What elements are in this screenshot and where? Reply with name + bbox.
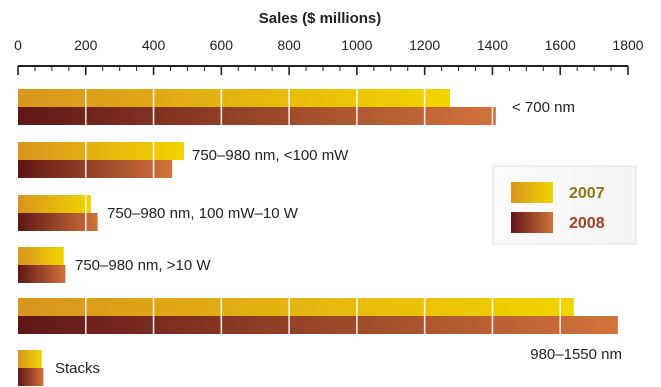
bar-2008: [18, 160, 173, 178]
legend-label-2007: 2007: [569, 185, 605, 202]
category-label: 750–980 nm, <100 mW: [192, 147, 349, 164]
bar-2008: [18, 265, 66, 283]
bar-2007: [18, 195, 91, 213]
x-tick-label: 400: [142, 37, 166, 53]
category-labels: < 700 nm 750–980 nm, <100 mW 750–980 nm, 1…: [55, 99, 622, 377]
x-tick-label: 800: [277, 37, 301, 53]
x-tick-label: 200: [74, 37, 98, 53]
category-label: 980–1550 nm: [530, 346, 622, 363]
legend: 2007 2008: [492, 165, 637, 245]
chart-title: Sales ($ millions): [259, 10, 382, 27]
category-label: < 700 nm: [512, 99, 575, 116]
bar-2008: [18, 316, 618, 334]
category-label: 750–980 nm, 100 mW–10 W: [107, 205, 299, 222]
x-tick-label: 1400: [477, 37, 508, 53]
x-tick-label: 1200: [409, 37, 440, 53]
x-tick-label: 1600: [545, 37, 576, 53]
bar-2007: [18, 247, 64, 265]
x-tick-label: 600: [210, 37, 234, 53]
bar-2007: [18, 298, 574, 316]
legend-label-2008: 2008: [569, 215, 605, 232]
x-tick-label: 0: [14, 37, 22, 53]
bar-2007: [18, 350, 42, 368]
bar-2007: [18, 142, 185, 160]
bar-2008: [18, 213, 98, 231]
legend-swatch-2007: [511, 182, 553, 203]
x-axis: 0 200 400 600 800 1000 1200 1400 1600 1800: [14, 37, 644, 75]
x-tick-label: 1800: [612, 37, 643, 53]
legend-swatch-2008: [511, 212, 553, 233]
bar-2007: [18, 89, 451, 107]
bar-2008: [18, 368, 44, 386]
category-label: 750–980 nm, >10 W: [75, 257, 211, 274]
bar-2008: [18, 107, 496, 125]
bars: [18, 89, 618, 386]
category-label: Stacks: [55, 360, 100, 377]
x-tick-label: 1000: [341, 37, 372, 53]
